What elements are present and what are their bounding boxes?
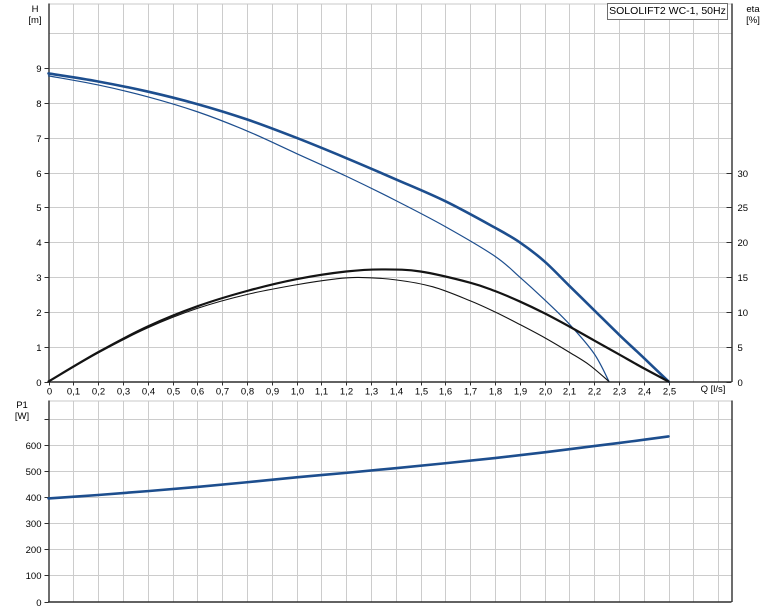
y-tick-label: 100 <box>26 571 42 582</box>
x-tick-label: 1,0 <box>291 387 304 398</box>
right-axis-title: eta [%] <box>738 4 768 26</box>
h-axis-label: H <box>31 4 39 15</box>
x-tick-label: 1,2 <box>340 387 353 398</box>
curve-head-curve-max <box>47 72 670 383</box>
x-tick-label: 2,0 <box>539 387 552 398</box>
y-tick-label: 4 <box>36 238 41 249</box>
x-tick-label: 2,3 <box>613 387 626 398</box>
left-axis-title: H [m] <box>24 4 46 26</box>
curve-power-curve <box>47 435 670 500</box>
y-tick-label: 500 <box>26 467 42 478</box>
x-tick-label: 1,5 <box>415 387 428 398</box>
y-tick-label: 3 <box>36 273 41 284</box>
x-tick-label: 0,9 <box>266 387 279 398</box>
x-tick-label: 2,5 <box>663 387 676 398</box>
q-axis-label: Q [l/s] <box>700 384 726 395</box>
x-tick-label: 1,7 <box>464 387 477 398</box>
x-tick-label: 1,9 <box>514 387 527 398</box>
y-tick-label: 200 <box>26 545 42 556</box>
x-tick-label: 0,6 <box>191 387 204 398</box>
y2-tick-label: 5 <box>738 343 743 354</box>
y-tick-label: 5 <box>36 203 41 214</box>
y-tick-label: 7 <box>36 134 41 145</box>
x-tick-label: 1,4 <box>390 387 403 398</box>
x-tick-label: 1,8 <box>489 387 502 398</box>
x-tick-label: 1,3 <box>365 387 378 398</box>
y-tick-label: 0 <box>36 598 41 609</box>
p1-axis-label: P1 <box>16 400 28 411</box>
x-tick-label: 2,4 <box>638 387 651 398</box>
eta-axis-unit: [%] <box>746 15 760 26</box>
h-axis-unit: [m] <box>28 15 42 26</box>
x-tick-label: 0,4 <box>142 387 155 398</box>
curve-efficiency-curve-max <box>47 268 670 383</box>
x-tick-label: 0,8 <box>241 387 254 398</box>
chart-title-box: SOLOLIFT2 WC-1, 50Hz <box>607 3 728 20</box>
y-tick-label: 1 <box>36 343 41 354</box>
x-tick-label: 1,1 <box>315 387 328 398</box>
y-tick-label: 0 <box>36 378 41 389</box>
curve-head-curve-min <box>47 75 610 383</box>
x-tick-label: 0,5 <box>167 387 180 398</box>
x-tick-label: 0,3 <box>117 387 130 398</box>
curve-efficiency-curve-min <box>47 276 610 383</box>
y2-tick-label: 30 <box>738 169 749 180</box>
x-tick-label: 0,7 <box>216 387 229 398</box>
chart-title: SOLOLIFT2 WC-1, 50Hz <box>609 5 726 17</box>
y2-tick-label: 0 <box>738 378 743 389</box>
y-tick-label: 9 <box>36 64 41 75</box>
y-tick-label: 400 <box>26 493 42 504</box>
y-tick-label: 2 <box>36 308 41 319</box>
x-tick-label: 0 <box>47 387 52 398</box>
y2-tick-label: 10 <box>738 308 749 319</box>
x-tick-label: 0,1 <box>67 387 80 398</box>
x-tick-label: 2,1 <box>563 387 576 398</box>
y-tick-label: 300 <box>26 519 42 530</box>
y-tick-label: 6 <box>36 169 41 180</box>
y2-tick-label: 15 <box>738 273 749 284</box>
x-tick-label: 1,6 <box>439 387 452 398</box>
y-tick-label: 8 <box>36 99 41 110</box>
x-tick-label: 2,2 <box>588 387 601 398</box>
y2-tick-label: 25 <box>738 203 749 214</box>
q-axis-title: Q [l/s] <box>690 384 736 395</box>
eta-axis-label: eta <box>746 4 760 15</box>
x-tick-label: 0,2 <box>92 387 105 398</box>
power-axis-title: P1 [W] <box>10 400 34 422</box>
y-tick-label: 600 <box>26 441 42 452</box>
y2-tick-label: 20 <box>738 238 749 249</box>
p1-axis-unit: [W] <box>14 411 30 422</box>
